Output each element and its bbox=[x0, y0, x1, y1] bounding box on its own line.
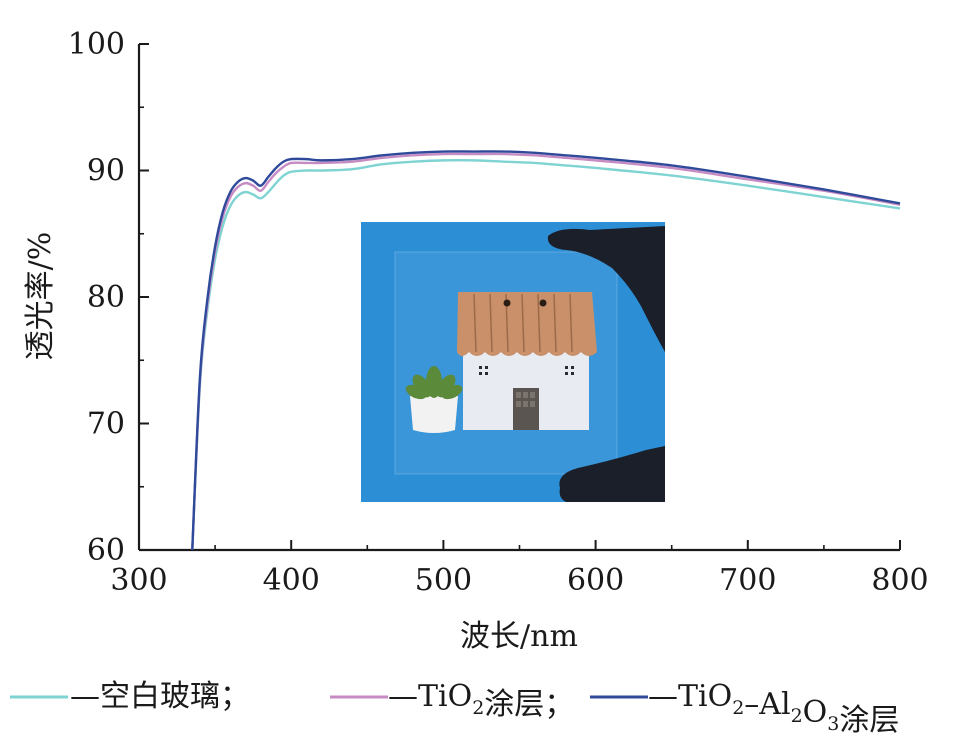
y-tick-label: 80 bbox=[87, 280, 125, 315]
x-tick-label: 800 bbox=[871, 563, 928, 598]
gloved-thumb-bottom bbox=[559, 446, 665, 502]
legend-label-3: —TiO2–Al2O3涂层 bbox=[648, 679, 899, 738]
y-axis-title: 透光率/% bbox=[23, 232, 58, 361]
series-lines bbox=[191, 150, 901, 551]
x-tick-label: 300 bbox=[110, 563, 167, 598]
legend-label-2: —TiO2涂层； bbox=[388, 679, 574, 722]
y-tick-label: 90 bbox=[87, 154, 125, 189]
x-tick-label: 700 bbox=[719, 563, 776, 598]
x-tick-label: 400 bbox=[263, 563, 320, 598]
y-tick-label: 60 bbox=[87, 533, 125, 568]
inset-photo bbox=[361, 222, 665, 502]
series-line-1 bbox=[191, 159, 901, 551]
series-line-3 bbox=[191, 150, 901, 551]
x-tick-label: 500 bbox=[415, 563, 472, 598]
roof-hole-right bbox=[539, 299, 547, 307]
y-tick-label: 100 bbox=[68, 27, 125, 62]
gloved-finger-top bbox=[547, 226, 665, 352]
legend: —空白玻璃； —TiO2涂层； —TiO2–Al2O3涂层 bbox=[10, 679, 899, 738]
roof-planks bbox=[473, 293, 573, 353]
plant-pot bbox=[410, 396, 458, 433]
house-window-left bbox=[479, 366, 488, 375]
roof-hole-left bbox=[503, 299, 511, 307]
legend-label-1: —空白玻璃； bbox=[70, 679, 250, 714]
x-axis-ticks: 300 400 500 600 700 800 bbox=[110, 540, 929, 598]
door-panels bbox=[516, 392, 535, 407]
succulent-plant bbox=[405, 366, 463, 400]
y-axis-ticks: 60 70 80 90 100 bbox=[68, 27, 149, 568]
series-line-2 bbox=[191, 152, 901, 551]
toy-house-roof bbox=[457, 292, 597, 356]
y-tick-label: 70 bbox=[87, 407, 125, 442]
x-tick-label: 600 bbox=[567, 563, 624, 598]
house-window-right bbox=[565, 366, 574, 375]
x-axis-title: 波长/nm bbox=[460, 619, 578, 654]
